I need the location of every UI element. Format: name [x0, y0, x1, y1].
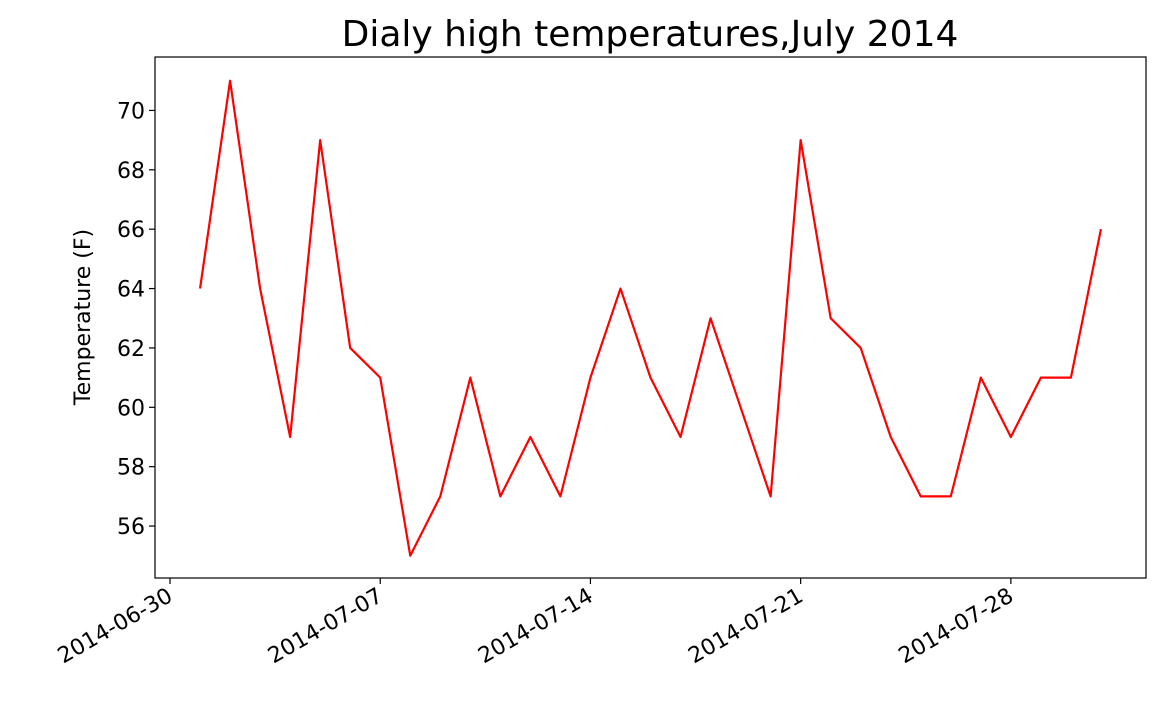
y-tick-label: 56 [117, 515, 145, 540]
y-tick-label: 60 [117, 396, 145, 421]
plot-frame [154, 56, 1147, 579]
y-tick-label: 68 [117, 159, 145, 184]
y-tick-label: 58 [117, 456, 145, 481]
data-line [198, 79, 1103, 557]
chart-title: Dialy high temperatures,July 2014 [342, 14, 959, 55]
x-tick-label: 2014-06-30 [54, 584, 177, 670]
x-tick-label: 2014-07-14 [474, 584, 597, 670]
y-tick-label: 70 [117, 99, 145, 124]
y-tick-label: 66 [117, 218, 145, 243]
x-tick-label: 2014-07-28 [895, 584, 1018, 670]
x-tick-label: 2014-07-07 [264, 584, 387, 670]
y-axis-label: Temperature (F) [71, 229, 96, 406]
x-tick-label: 2014-07-21 [684, 584, 807, 670]
y-tick-label: 62 [117, 337, 145, 362]
y-tick-label: 64 [117, 278, 145, 303]
